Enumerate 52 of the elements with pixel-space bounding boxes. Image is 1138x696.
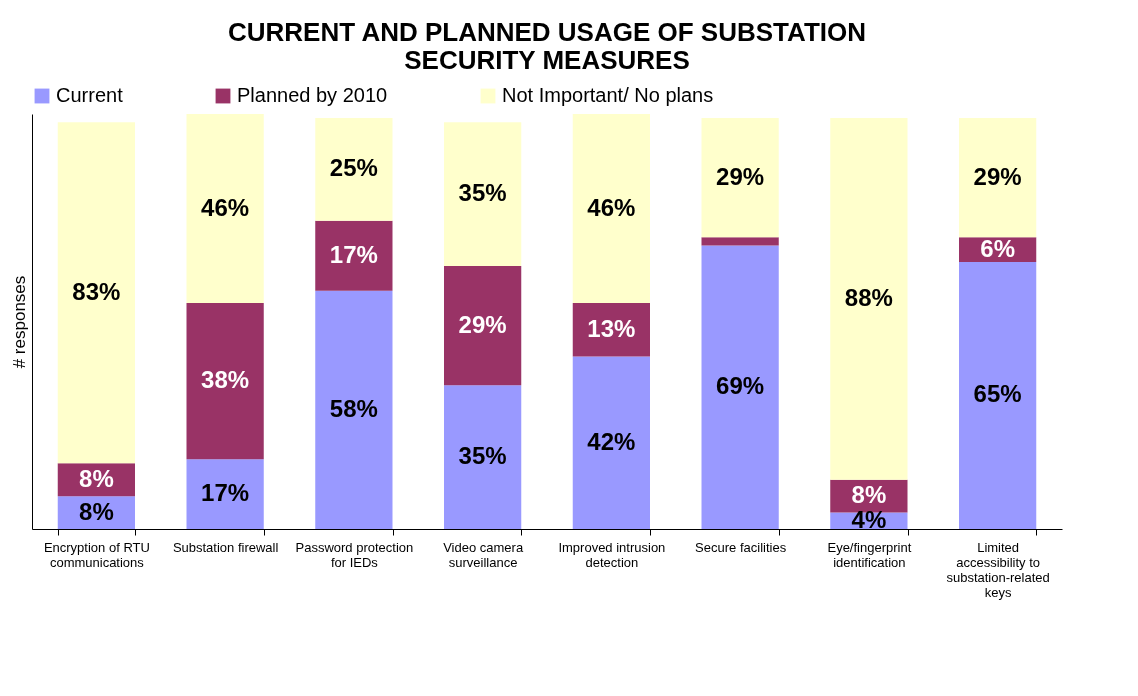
- data-label: 13%: [587, 314, 636, 342]
- data-label: 29%: [716, 162, 765, 190]
- bar: [444, 122, 522, 267]
- bar: [701, 245, 779, 529]
- x-tick-label: Video camera surveillance: [443, 539, 524, 570]
- data-label: 46%: [201, 193, 250, 221]
- bar: [830, 118, 908, 480]
- data-label: 8%: [79, 464, 114, 492]
- x-tick-label: Eye/fingerprint identification: [827, 539, 912, 570]
- data-label: 25%: [329, 154, 378, 182]
- bar: [701, 237, 779, 246]
- data-label: 6%: [980, 234, 1015, 262]
- data-label: 35%: [458, 179, 507, 207]
- data-label: 58%: [329, 394, 378, 422]
- data-label: 65%: [973, 380, 1022, 408]
- data-label: 29%: [458, 310, 507, 338]
- bar: [444, 266, 522, 386]
- bar: [186, 114, 264, 304]
- bar: [444, 385, 522, 529]
- bar: [315, 220, 393, 291]
- bar: [186, 459, 264, 529]
- x-tick-label: Substation firewall: [172, 539, 279, 555]
- y-axis-title: # responses: [9, 275, 29, 369]
- data-label: 35%: [458, 442, 507, 470]
- bar: [57, 122, 135, 464]
- legend-label: Planned by 2010: [237, 84, 388, 106]
- x-tick-label: Limited accessibility to substation-related keys: [946, 539, 1050, 600]
- chart-title: CURRENT AND PLANNED USAGE OF SUBSTATION SECURITY MEASURES: [228, 17, 866, 75]
- bar: [701, 118, 779, 238]
- data-label: 42%: [587, 427, 636, 455]
- data-label: 88%: [844, 283, 893, 311]
- data-label: 69%: [716, 372, 765, 400]
- data-label: 8%: [79, 497, 114, 525]
- data-label: 29%: [973, 162, 1022, 190]
- bar: [572, 114, 650, 304]
- bar: [959, 118, 1037, 238]
- x-tick-label: Secure facilities: [695, 539, 787, 555]
- x-tick-label: Password protection for IEDs: [295, 539, 414, 570]
- bar: [572, 356, 650, 529]
- x-tick-label: Improved intrusion detection: [558, 539, 666, 570]
- bar: [315, 118, 393, 221]
- legend-label: Not Important/ No plans: [502, 84, 714, 106]
- data-label: 46%: [587, 193, 636, 221]
- data-label: 38%: [201, 366, 250, 394]
- data-label: 17%: [329, 240, 378, 268]
- data-label: 17%: [201, 479, 250, 507]
- bar: [315, 290, 393, 529]
- data-label: 83%: [72, 277, 121, 305]
- x-tick-label: Encryption of RTU communications: [43, 539, 150, 570]
- legend-label: Current: [56, 84, 124, 106]
- bar: [959, 261, 1037, 529]
- bar: [186, 303, 264, 460]
